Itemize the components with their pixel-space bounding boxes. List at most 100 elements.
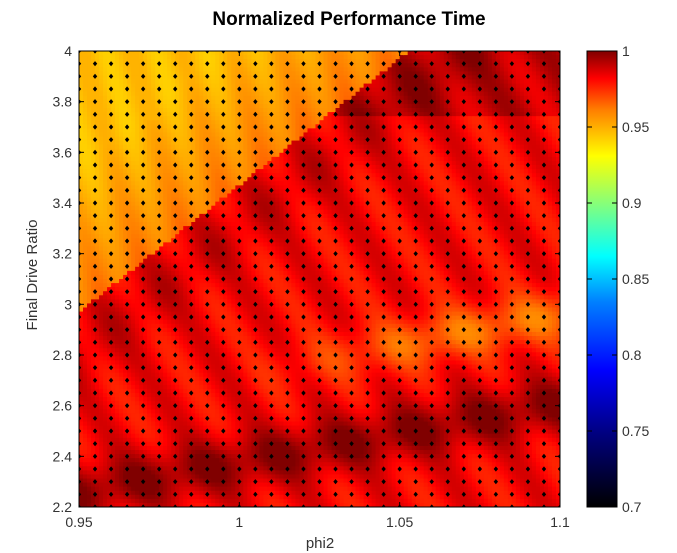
heat-cell [99, 299, 104, 305]
heat-cell [147, 388, 152, 394]
heat-cell [223, 437, 228, 443]
heat-cell [123, 494, 128, 500]
heat-cell [87, 108, 92, 113]
heat-cell [115, 250, 120, 256]
heat-cell [167, 299, 172, 305]
heat-cell [83, 75, 88, 81]
heat-cell [187, 217, 192, 223]
heat-cell [203, 331, 208, 337]
heat-cell [143, 327, 148, 333]
heat-cell [239, 144, 244, 150]
heat-cell [107, 498, 112, 504]
heat-cell [163, 494, 168, 500]
heat-cell [155, 189, 160, 195]
heat-cell [223, 372, 228, 378]
heat-cell [203, 79, 208, 85]
heat-cell [87, 368, 92, 374]
heat-cell [215, 71, 220, 77]
heat-cell [235, 75, 240, 81]
heat-cell [223, 258, 228, 264]
heat-cell [159, 234, 164, 239]
heat-cell [247, 401, 252, 406]
heat-cell [91, 413, 96, 419]
heat-cell [151, 103, 156, 109]
heat-cell [115, 120, 120, 125]
heat-cell [231, 99, 236, 105]
heat-cell [131, 462, 136, 467]
heat-cell [179, 193, 184, 199]
heat-cell [179, 79, 184, 85]
heat-cell [179, 112, 184, 117]
heat-cell [167, 368, 172, 374]
heat-cell [87, 95, 92, 101]
heat-cell [95, 173, 100, 178]
heat-cell [243, 323, 248, 329]
heat-cell [87, 152, 92, 158]
heat-cell [147, 99, 152, 105]
heat-cell [107, 87, 112, 93]
heat-cell [171, 197, 176, 203]
heat-cell [231, 331, 236, 337]
heat-cell [219, 177, 224, 182]
heat-cell [223, 274, 228, 280]
heat-cell [147, 226, 152, 231]
heat-cell [167, 486, 172, 492]
heat-cell [115, 124, 120, 129]
heat-cell [255, 250, 260, 256]
heat-cell [99, 482, 104, 488]
heat-cell [231, 124, 236, 129]
heat-cell [191, 315, 196, 321]
heat-cell [123, 384, 128, 390]
heat-cell [159, 201, 164, 207]
heat-cell [127, 262, 132, 268]
heat-cell [223, 270, 228, 276]
heat-cell [91, 197, 96, 203]
heat-cell [83, 177, 88, 182]
heat-cell [203, 95, 208, 101]
heat-cell [107, 421, 112, 427]
heat-cell [127, 283, 132, 288]
heat-cell [163, 205, 168, 211]
heat-cell [239, 474, 244, 480]
heat-cell [79, 266, 84, 272]
heat-cell [131, 217, 136, 223]
heat-cell [195, 222, 200, 227]
heat-cell [115, 201, 120, 207]
heat-cell [151, 189, 156, 195]
heat-cell [207, 474, 212, 480]
heat-cell [223, 311, 228, 317]
heat-cell [143, 67, 148, 72]
heat-cell [183, 348, 188, 353]
heat-cell [227, 498, 232, 504]
heat-cell [171, 173, 176, 178]
heat-cell [239, 197, 244, 203]
heat-cell [183, 502, 188, 507]
heat-cell [207, 315, 212, 321]
heat-cell [227, 181, 232, 186]
heat-cell [175, 266, 180, 272]
heat-cell [135, 152, 140, 158]
heat-cell [131, 388, 136, 394]
heat-cell [231, 372, 236, 378]
heat-cell [79, 393, 84, 398]
heat-cell [231, 165, 236, 170]
heat-cell [131, 331, 136, 337]
heat-cell [131, 136, 136, 142]
heat-cell [103, 437, 108, 443]
heat-cell [235, 409, 240, 414]
heat-cell [183, 323, 188, 329]
heat-cell [155, 295, 160, 300]
heat-cell [243, 279, 248, 284]
heat-cell [95, 336, 100, 341]
heat-cell [207, 486, 212, 492]
heat-cell [255, 209, 260, 215]
heat-cell [195, 262, 200, 268]
heat-cell [135, 103, 140, 109]
heat-cell [131, 327, 136, 333]
heat-cell [227, 152, 232, 158]
heat-cell [143, 291, 148, 296]
heat-cell [135, 311, 140, 317]
heat-cell [159, 409, 164, 414]
heat-cell [247, 144, 252, 150]
heat-cell [235, 108, 240, 113]
